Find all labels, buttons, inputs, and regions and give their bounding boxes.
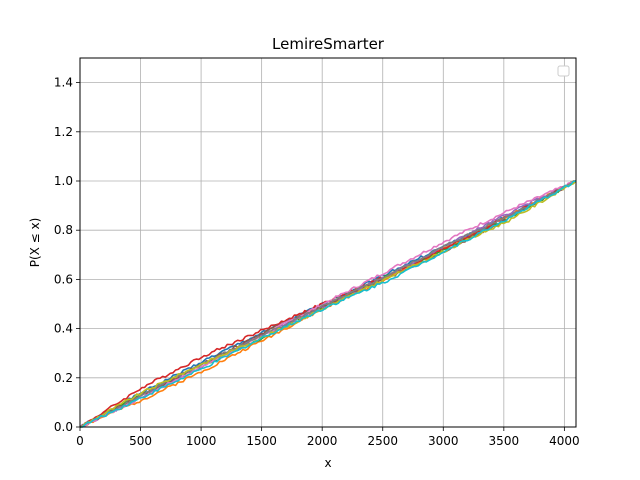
cdf-series-line xyxy=(79,180,577,428)
y-tick-label: 1.0 xyxy=(54,174,73,188)
x-tick-label: 1500 xyxy=(246,434,277,448)
y-tick-label: 0.0 xyxy=(54,420,73,434)
x-axis: 0 500 1000 1500 2000 2500 3000 3500 4000 xyxy=(76,427,580,448)
y-tick-label: 0.2 xyxy=(54,371,73,385)
y-axis: 0.0 0.2 0.4 0.6 0.8 1.0 1.2 1.4 xyxy=(54,76,80,434)
chart-title: LemireSmarter xyxy=(272,35,385,53)
cdf-series-line xyxy=(80,180,577,428)
x-tick-label: 2500 xyxy=(367,434,398,448)
axes-frame xyxy=(79,57,577,428)
y-tick-label: 1.4 xyxy=(54,76,73,90)
y-tick-label: 0.8 xyxy=(54,223,73,237)
y-tick-label: 1.2 xyxy=(54,125,73,139)
x-tick-label: 3000 xyxy=(428,434,459,448)
x-tick-label: 2000 xyxy=(307,434,338,448)
x-tick-label: 3500 xyxy=(489,434,520,448)
plot-area xyxy=(80,58,576,427)
x-tick-label: 4000 xyxy=(549,434,580,448)
x-axis-label: x xyxy=(324,456,331,470)
x-tick-label: 0 xyxy=(76,434,84,448)
series-lines xyxy=(79,180,577,428)
y-tick-label: 0.4 xyxy=(54,322,73,336)
x-tick-label: 1000 xyxy=(186,434,217,448)
legend-box xyxy=(557,65,570,77)
y-axis-label: P(X ≤ x) xyxy=(28,218,42,268)
x-tick-label: 500 xyxy=(129,434,152,448)
y-tick-label: 0.6 xyxy=(54,272,73,286)
